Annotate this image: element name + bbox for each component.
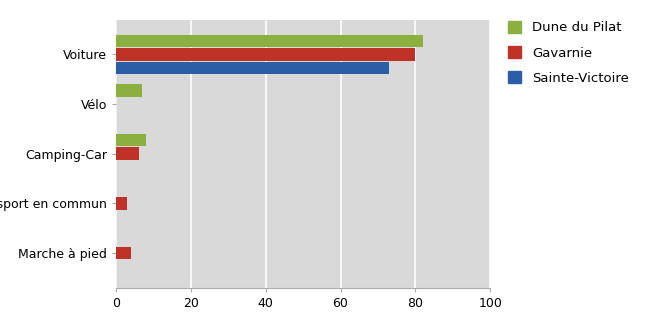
Bar bbox=[116, 61, 389, 74]
Legend: Dune du Pilat, Gavarnie, Sainte-Victoire: Dune du Pilat, Gavarnie, Sainte-Victoire bbox=[508, 21, 629, 85]
Bar bbox=[116, 48, 415, 60]
Bar bbox=[116, 147, 139, 160]
Bar bbox=[116, 247, 131, 259]
Bar bbox=[116, 84, 143, 97]
Bar bbox=[116, 134, 146, 146]
Bar bbox=[116, 35, 423, 47]
Bar bbox=[116, 197, 127, 210]
